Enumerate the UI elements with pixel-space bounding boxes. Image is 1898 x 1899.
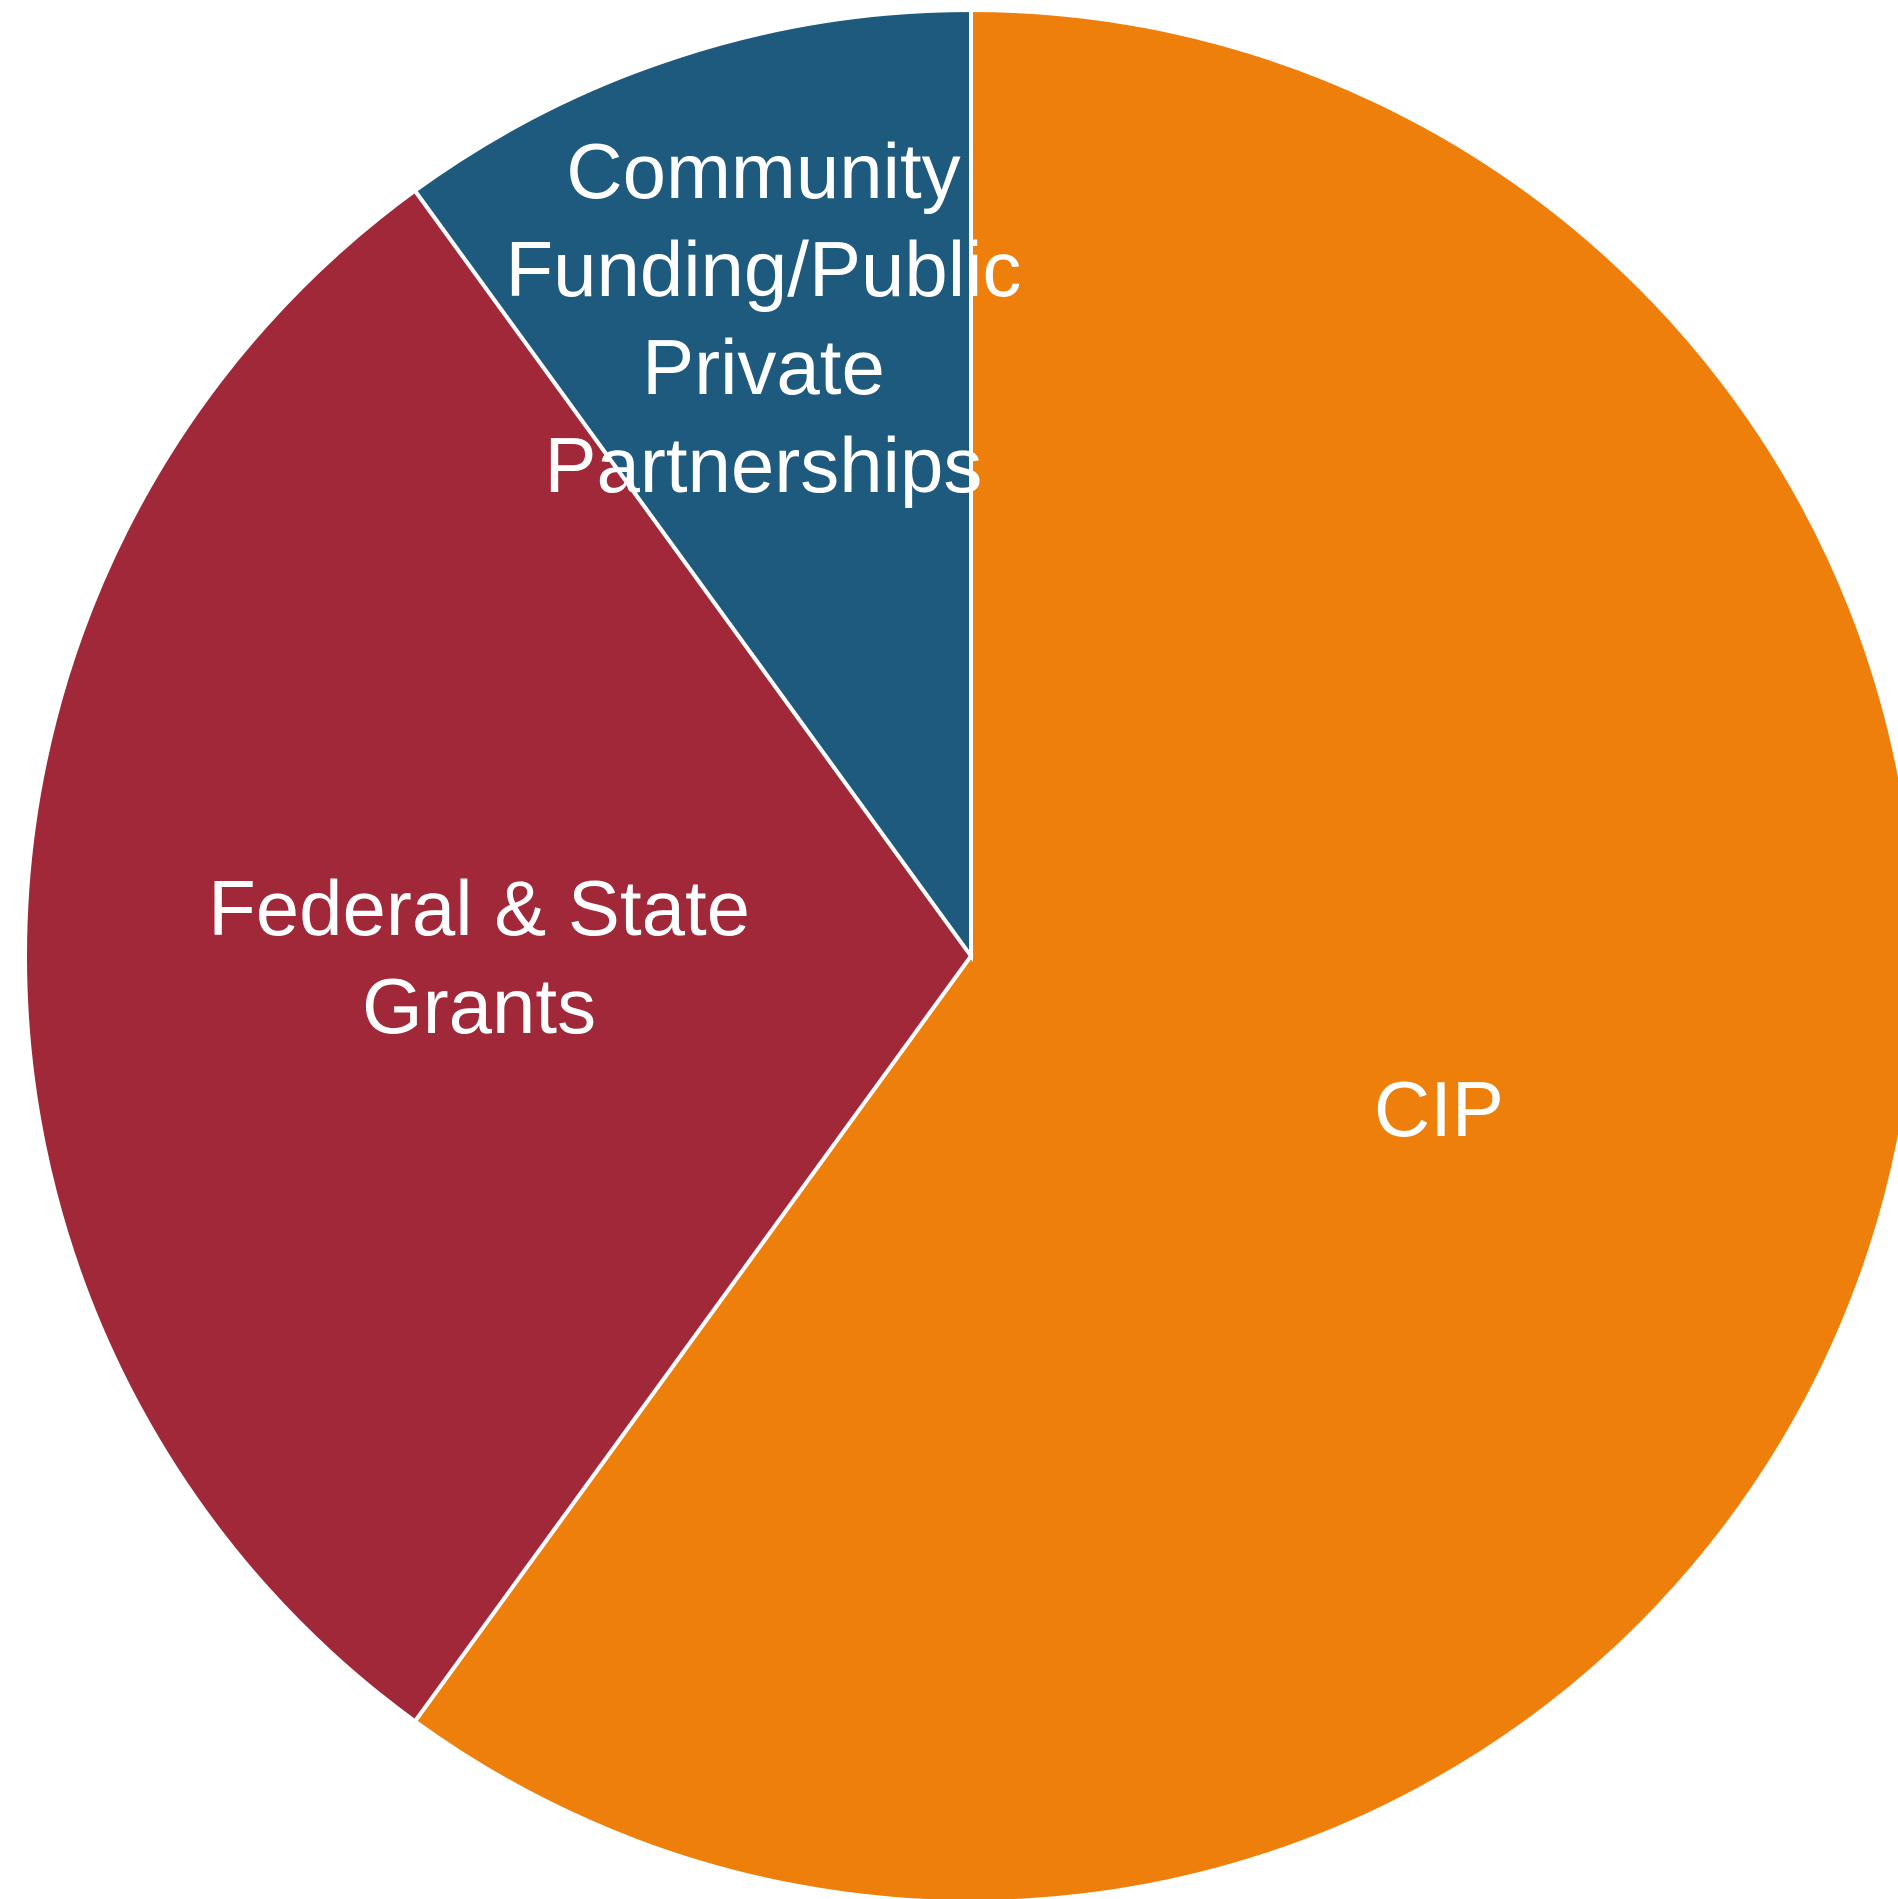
pie-slice-label: Community Funding/Public Private Partnershi… (505, 127, 1021, 509)
pie-slices (23, 7, 1898, 1899)
pie-slice-label-line: CIP (1374, 1065, 1504, 1153)
pie-slice-label-line: Federal & State (208, 864, 750, 952)
pie-slice-cip (412, 7, 1898, 1899)
pie-slice-label-line: Funding/Public (505, 225, 1021, 313)
pie-slice-label-line: Private (642, 323, 885, 411)
pie-slice-label-line: Grants (362, 962, 596, 1050)
pie-slice-label-line: Partnerships (545, 421, 983, 509)
pie-slice-label: CIP (1374, 1065, 1504, 1153)
pie-slice-community-funding-public-private-partnerships (412, 7, 973, 963)
pie-slice-federal-state-grants (23, 187, 974, 1725)
pie-labels: CIP Federal & State Grants Community Funding… (208, 127, 1504, 1153)
pie-slice-label-line: Community (566, 127, 960, 215)
pie-slice-label: Federal & State Grants (208, 864, 750, 1050)
